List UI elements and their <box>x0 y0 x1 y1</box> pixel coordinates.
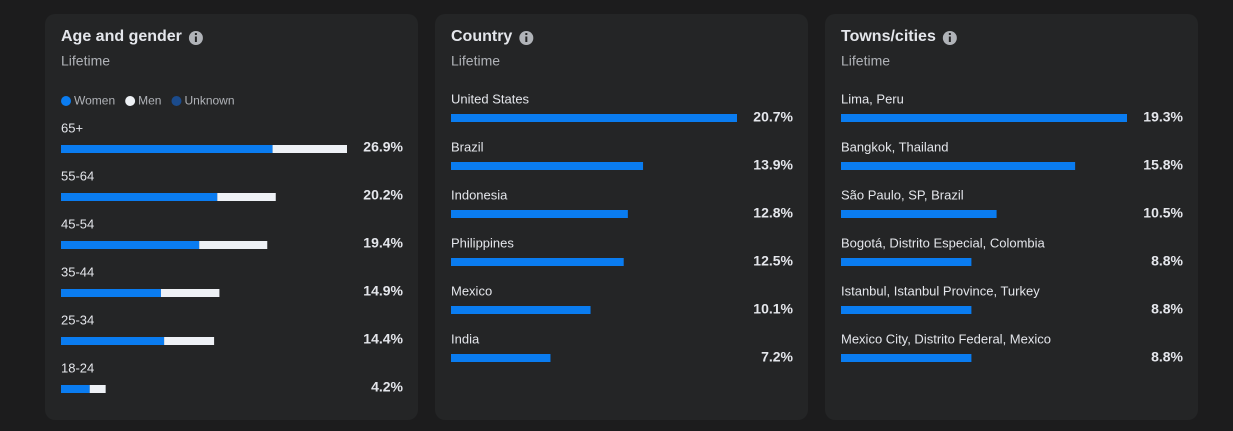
bar <box>451 210 628 218</box>
category-label: 45-54 <box>61 216 94 231</box>
value-label: 8.8% <box>1151 253 1183 269</box>
bar <box>841 306 972 314</box>
total-label: 14.4% <box>363 331 403 347</box>
value-label: 8.8% <box>1151 349 1183 365</box>
bar <box>841 210 997 218</box>
bar-segment <box>61 289 161 297</box>
total-label: 4.2% <box>371 379 403 395</box>
total-label: 20.2% <box>363 187 403 203</box>
category-label: India <box>451 331 480 346</box>
value-label: 12.8% <box>753 205 793 221</box>
legend-label: Unknown <box>184 94 234 108</box>
category-label: Bangkok, Thailand <box>841 139 948 154</box>
category-label: Istanbul, Istanbul Province, Turkey <box>841 283 1040 298</box>
info-icon-bar <box>525 36 528 42</box>
card-subtitle: Lifetime <box>841 53 890 69</box>
info-icon-dot <box>194 33 197 35</box>
card-subtitle: Lifetime <box>451 53 500 69</box>
legend-swatch <box>125 96 136 106</box>
total-label: 19.4% <box>363 235 403 251</box>
value-label: 12.5% <box>753 253 793 269</box>
card-subtitle: Lifetime <box>61 53 110 69</box>
bar-segment <box>89 385 106 393</box>
value-label: 19.3% <box>1143 109 1183 125</box>
value-label: 10.5% <box>1143 205 1183 221</box>
card-title: Age and gender <box>61 28 182 45</box>
bar <box>451 354 551 362</box>
bar <box>451 114 737 122</box>
category-label: 25-34 <box>61 312 94 327</box>
info-icon-dot <box>525 33 528 35</box>
bar <box>451 306 591 314</box>
total-label: 14.9% <box>363 283 403 299</box>
category-label: São Paulo, SP, Brazil <box>841 187 964 202</box>
category-label: Mexico City, Distrito Federal, Mexico <box>841 331 1051 346</box>
value-label: 13.9% <box>753 157 793 173</box>
category-label: Indonesia <box>451 187 508 202</box>
info-icon-bar <box>194 36 197 42</box>
bar-segment <box>164 337 215 345</box>
info-icon-dot <box>948 33 951 35</box>
value-label: 8.8% <box>1151 301 1183 317</box>
info-icon-bar <box>948 36 951 42</box>
card-title: Country <box>451 28 512 45</box>
legend-swatch <box>61 96 71 106</box>
bar <box>841 162 1076 170</box>
category-label: 55-64 <box>61 168 94 183</box>
value-label: 7.2% <box>761 349 793 365</box>
bar-segment <box>160 289 220 297</box>
bar-segment <box>199 241 268 249</box>
bar-segment <box>61 385 90 393</box>
bar-segment <box>61 241 200 249</box>
legend-swatch <box>171 96 182 106</box>
category-label: United States <box>451 91 530 106</box>
total-label: 26.9% <box>363 139 403 155</box>
category-label: Mexico <box>451 283 492 298</box>
category-label: Lima, Peru <box>841 91 904 106</box>
bar <box>841 258 972 266</box>
bar <box>841 114 1127 122</box>
card-title: Towns/cities <box>841 28 936 45</box>
value-label: 10.1% <box>753 301 793 317</box>
value-label: 15.8% <box>1143 157 1183 173</box>
category-label: 65+ <box>61 120 83 135</box>
bar-segment <box>61 337 165 345</box>
legend-label: Men <box>138 94 161 108</box>
bar-segment <box>272 145 347 153</box>
legend-label: Women <box>74 94 115 108</box>
category-label: Bogotá, Distrito Especial, Colombia <box>841 235 1046 250</box>
bar-segment <box>61 193 218 201</box>
bar <box>841 354 972 362</box>
category-label: 18-24 <box>61 360 94 375</box>
category-label: Philippines <box>451 235 514 250</box>
bar <box>451 162 644 170</box>
bar-segment <box>61 145 273 153</box>
bar <box>451 258 624 266</box>
value-label: 20.7% <box>753 109 793 125</box>
bar-segment <box>217 193 276 201</box>
category-label: 35-44 <box>61 264 94 279</box>
card <box>45 14 418 420</box>
category-label: Brazil <box>451 139 484 154</box>
